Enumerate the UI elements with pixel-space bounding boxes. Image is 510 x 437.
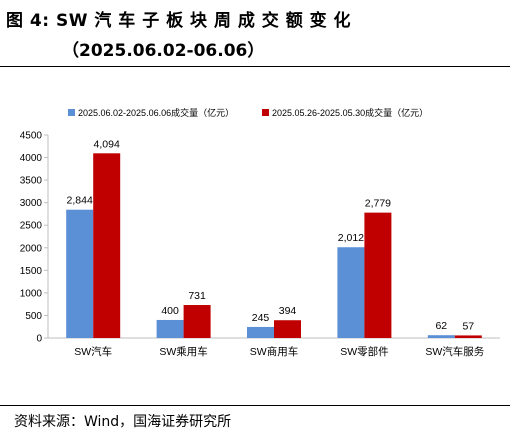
y-tick-label: 2500 bbox=[20, 221, 43, 232]
top-divider bbox=[0, 66, 510, 67]
bar-value-label: 2,844 bbox=[67, 195, 93, 207]
bar-value-label: 2,779 bbox=[365, 198, 391, 210]
legend-swatch-series-2 bbox=[262, 109, 269, 116]
y-tick-label: 0 bbox=[36, 334, 42, 345]
bar-series-2 bbox=[93, 153, 121, 338]
bar-series-1 bbox=[247, 326, 274, 338]
x-category-label: SW汽车服务 bbox=[425, 345, 484, 358]
bar-series-2 bbox=[364, 212, 392, 338]
bar-series-1 bbox=[66, 209, 94, 338]
x-category-label: SW零部件 bbox=[340, 345, 388, 358]
y-tick-label: 500 bbox=[25, 311, 42, 322]
y-tick-label: 4500 bbox=[20, 131, 43, 142]
legend-swatch-series-1 bbox=[68, 109, 75, 116]
legend-label-series-2: 2025.05.26-2025.05.30成交量（亿元） bbox=[272, 107, 428, 118]
bar-series-2 bbox=[183, 305, 211, 338]
source-note: 资料来源：Wind，国海证券研究所 bbox=[14, 414, 232, 430]
figure-title-block: 图 4: SW 汽 车 子 板 块 周 成 交 额 变 化 （2025.06.0… bbox=[0, 0, 510, 66]
bar-value-label: 400 bbox=[161, 305, 179, 317]
chart-container: 0 500 1000 1500 2000 2500 3000 3500 4000 4500 2,84… bbox=[0, 70, 510, 402]
x-category-label: SW汽车 bbox=[74, 345, 112, 358]
bar-series-1 bbox=[337, 247, 365, 338]
y-tick-label: 1000 bbox=[20, 288, 43, 299]
y-tick-label: 3000 bbox=[20, 198, 43, 209]
bar-series-1 bbox=[427, 335, 455, 338]
figure-subtitle: （2025.06.02-06.06） bbox=[62, 41, 265, 61]
bar-value-label: 245 bbox=[252, 312, 270, 324]
x-category-label: SW乘用车 bbox=[159, 345, 207, 358]
y-tick-label: 1500 bbox=[20, 266, 43, 277]
x-category-label: SW商用车 bbox=[250, 345, 298, 358]
bar-value-label: 57 bbox=[462, 320, 474, 332]
bar-series-1 bbox=[156, 319, 184, 338]
bar-series-2 bbox=[454, 335, 482, 338]
bar-value-label: 62 bbox=[435, 320, 447, 332]
y-tick-label: 2000 bbox=[20, 243, 43, 254]
bar-value-label: 731 bbox=[188, 290, 206, 302]
y-tick-label: 4000 bbox=[20, 153, 43, 164]
bar-value-label: 394 bbox=[279, 305, 297, 317]
y-tick-label: 3500 bbox=[20, 176, 43, 187]
bar-value-label: 2,012 bbox=[338, 232, 364, 244]
bar-series-2 bbox=[274, 320, 301, 338]
bar-chart: 0 500 1000 1500 2000 2500 3000 3500 4000 4500 2,84… bbox=[20, 107, 500, 358]
bar-value-label: 4,094 bbox=[94, 138, 120, 150]
bottom-divider bbox=[0, 405, 510, 406]
legend-label-series-1: 2025.06.02-2025.06.06成交量（亿元） bbox=[78, 107, 234, 118]
figure-title: 图 4: SW 汽 车 子 板 块 周 成 交 额 变 化 bbox=[6, 11, 352, 31]
